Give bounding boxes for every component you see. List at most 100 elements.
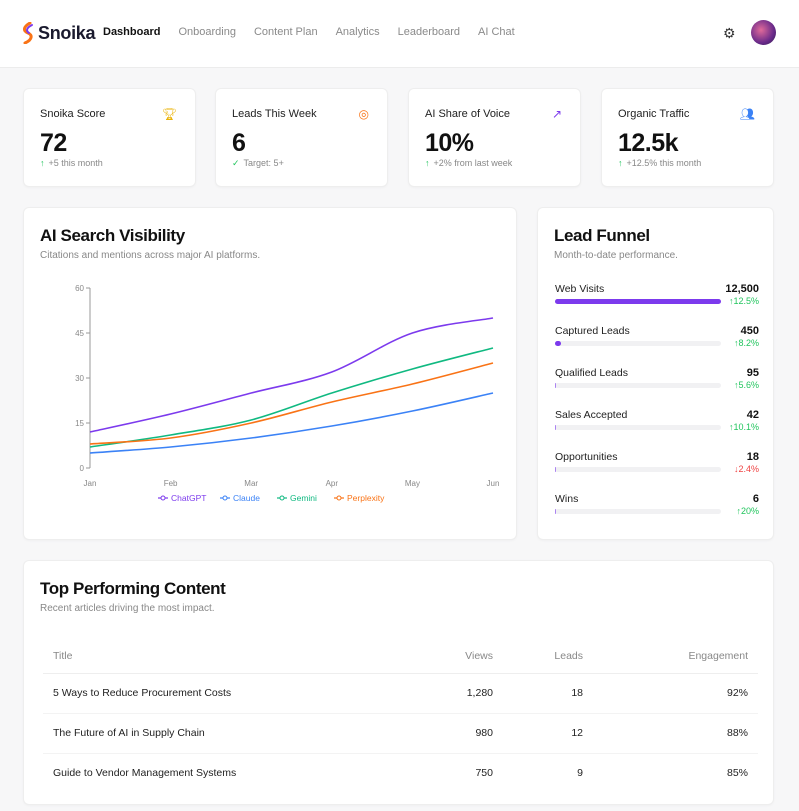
stage-progress-track: [555, 299, 721, 304]
main-nav: Dashboard Onboarding Content Plan Analyt…: [103, 26, 515, 38]
legend-label: Perplexity: [347, 493, 385, 503]
cell-views: 750: [475, 767, 493, 780]
cell-engagement: 88%: [593, 713, 758, 754]
legend-marker: [279, 495, 285, 501]
stat-sub: ✓ Target: 5+: [232, 158, 284, 169]
stat-sub-text: +12.5% this month: [626, 158, 702, 168]
card-title: Lead Funnel: [554, 226, 650, 245]
nav-dashboard[interactable]: Dashboard: [103, 26, 161, 38]
column-engagement: Engagement: [593, 639, 758, 674]
y-tick-label: 30: [75, 374, 84, 383]
stat-label: Leads This Week: [232, 108, 317, 120]
x-tick-label: Jan: [84, 479, 97, 488]
stage-progress-fill: [555, 341, 561, 346]
trending-up-icon: ↗: [551, 107, 562, 121]
stage-progress-track: [555, 509, 721, 514]
stage-label: Qualified Leads: [555, 367, 628, 379]
nav-ai-chat[interactable]: AI Chat: [478, 26, 515, 38]
stat-sub: ↑ +12.5% this month: [618, 158, 701, 168]
stage-label: Sales Accepted: [555, 409, 628, 421]
stat-card-organic-traffic: Organic Traffic 👥︎ 12.5k ↑ +12.5% this mo…: [601, 88, 774, 187]
card-title: AI Search Visibility: [40, 226, 185, 245]
stat-value: 6: [232, 129, 246, 157]
x-tick-label: Jun: [487, 479, 500, 488]
stage-change-text: 2.4%: [738, 464, 759, 474]
stat-sub: ↑ +5 this month: [40, 158, 103, 168]
top-nav-bar: Snoika Dashboard Onboarding Content Plan…: [0, 0, 799, 68]
stage-change: ↑12.5%: [729, 296, 759, 306]
stage-value: 12,500: [725, 283, 759, 295]
stage-change-text: 5.6%: [738, 380, 759, 390]
top-content-card: Top Performing Content Recent articles d…: [23, 560, 774, 805]
cell-title: Guide to Vendor Management Systems: [53, 767, 237, 780]
stat-sub-text: Target: 5+: [243, 158, 284, 168]
column-leads: Leads: [503, 639, 593, 674]
legend-marker: [336, 495, 342, 501]
stage-change-text: 20%: [740, 506, 759, 516]
x-tick-label: Feb: [164, 479, 178, 488]
app-name: Snoika: [38, 22, 96, 43]
gear-icon[interactable]: ⚙: [723, 25, 736, 41]
logo[interactable]: Snoika: [21, 22, 96, 44]
x-tick-label: Apr: [326, 479, 339, 488]
table-row[interactable]: The Future of AI in Supply Chain 980 12 88%: [43, 713, 758, 754]
stat-sub-text: +5 this month: [48, 158, 103, 168]
series-line-chatgpt: [89, 317, 494, 433]
stage-value: 95: [746, 367, 759, 379]
cell-title: 5 Ways to Reduce Procurement Costs: [43, 673, 413, 714]
trophy-icon: 🏆︎: [161, 107, 177, 121]
stat-sub-text: +2% from last week: [433, 158, 513, 168]
stage-value: 18: [746, 451, 759, 463]
nav-analytics[interactable]: Analytics: [335, 26, 380, 38]
check-circle-icon: ✓: [232, 158, 240, 168]
content-table: Title Views Leads Engagement 5 Ways to R…: [43, 639, 758, 793]
stage-progress-track: [555, 341, 721, 346]
arrow-up-icon: ↑: [733, 380, 739, 390]
stage-progress-fill: [555, 425, 557, 430]
cell-engagement: 85%: [726, 767, 748, 780]
nav-onboarding[interactable]: Onboarding: [178, 26, 236, 38]
ai-visibility-card: AI Search Visibility Citations and menti…: [23, 207, 517, 540]
legend-marker: [222, 495, 228, 501]
stat-card-leads: Leads This Week ◎ 6 ✓ Target: 5+: [215, 88, 388, 187]
legend-marker: [160, 495, 166, 501]
stage-value: 450: [740, 325, 759, 337]
arrow-up-icon: ↑: [728, 296, 734, 306]
stage-progress-track: [555, 383, 721, 388]
series-line-claude: [89, 392, 494, 454]
series-line-gemini: [89, 347, 494, 448]
legend-label: Gemini: [290, 493, 317, 503]
stat-card-share-of-voice: AI Share of Voice ↗ 10% ↑ +2% from last w…: [408, 88, 581, 187]
users-icon: 👥︎: [739, 107, 755, 121]
stat-label: Organic Traffic: [618, 108, 690, 120]
stage-change: ↑10.1%: [729, 422, 759, 432]
cell-title: The Future of AI in Supply Chain: [43, 713, 413, 754]
target-icon: ◎: [358, 107, 369, 121]
stage-progress-track: [555, 467, 721, 472]
nav-leaderboard[interactable]: Leaderboard: [397, 26, 460, 38]
cell-views: 980: [413, 713, 503, 754]
table-row[interactable]: Guide to Vendor Management Systems 750 9 85…: [43, 753, 758, 793]
x-tick-label: Mar: [244, 479, 258, 488]
y-tick-label: 0: [80, 464, 85, 473]
stage-change-text: 12.5%: [733, 296, 759, 306]
legend-label: ChatGPT: [171, 493, 206, 503]
stage-label: Opportunities: [555, 451, 618, 463]
stage-change: ↑5.6%: [734, 380, 759, 390]
stage-value: 6: [752, 493, 759, 505]
stat-value: 12.5k: [618, 129, 679, 157]
card-title: Top Performing Content: [40, 579, 226, 598]
arrow-up-icon: ↑: [733, 338, 739, 348]
avatar[interactable]: [751, 20, 776, 45]
stage-progress-track: [555, 425, 721, 430]
nav-content-plan[interactable]: Content Plan: [253, 26, 318, 38]
series-line-perplexity: [89, 362, 494, 445]
stage-progress-fill: [555, 467, 557, 472]
stage-label: Wins: [555, 493, 579, 505]
arrow-down-icon: ↓: [733, 464, 739, 474]
table-row[interactable]: 5 Ways to Reduce Procurement Costs 1,280 1…: [43, 673, 758, 714]
arrow-up-icon: ↑: [618, 158, 623, 168]
stage-label: Captured Leads: [555, 325, 630, 337]
lead-funnel-card: Lead Funnel Month-to-date performance. W…: [537, 207, 774, 540]
cell-views: 1,280: [413, 673, 503, 714]
